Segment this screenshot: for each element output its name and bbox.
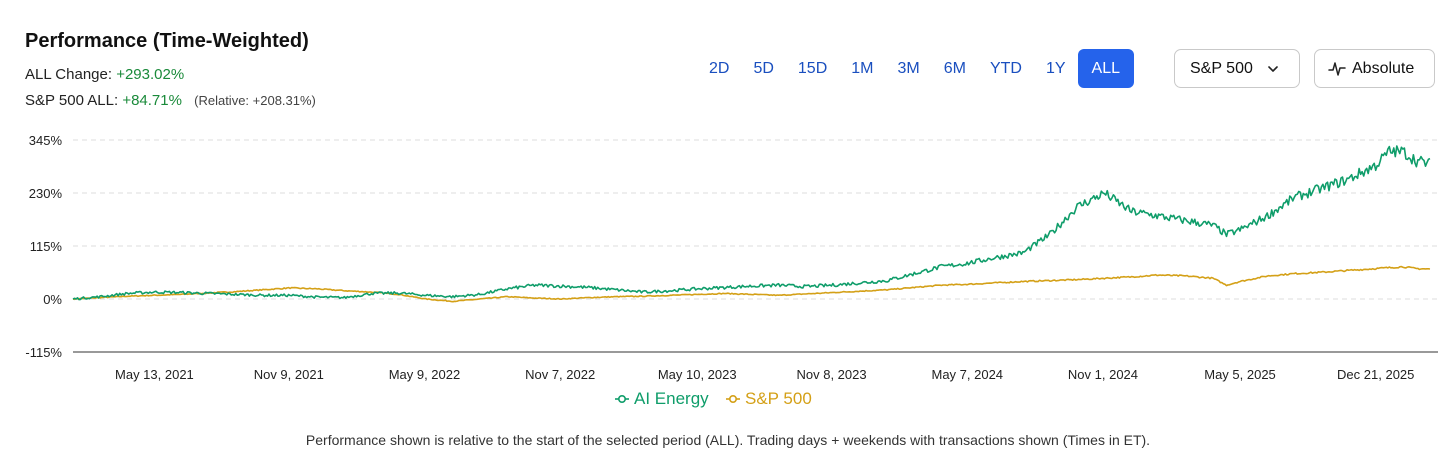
benchmark-dropdown[interactable]: S&P 500 <box>1174 49 1300 88</box>
x-tick-label: Nov 9, 2021 <box>254 367 324 382</box>
period-1y-button[interactable]: 1Y <box>1045 60 1066 77</box>
legend-ai-energy-marker <box>617 394 626 403</box>
x-tick-label: May 10, 2023 <box>658 367 737 382</box>
period-1m-button[interactable]: 1M <box>851 60 874 77</box>
legend-ai-energy-label: AI Energy <box>634 389 709 408</box>
y-tick-label: 230% <box>29 186 63 201</box>
series-line-ai-energy <box>72 145 1431 301</box>
x-tick-label: May 9, 2022 <box>389 367 461 382</box>
y-tick-label: 345% <box>29 133 63 148</box>
y-tick-label: 0% <box>43 292 62 307</box>
legend-sp500-label: S&P 500 <box>745 389 812 408</box>
x-tick-label: May 5, 2025 <box>1204 367 1276 382</box>
benchmark-dropdown-label: S&P 500 <box>1190 59 1253 77</box>
period-selector: 2D 5D 15D 1M 3M 6M YTD 1Y ALL <box>697 49 1135 88</box>
relative-change: (Relative: +208.31%) <box>194 93 316 108</box>
x-tick-label: May 7, 2024 <box>931 367 1003 382</box>
absolute-mode-label: Absolute <box>1352 59 1415 77</box>
chevron-down-icon <box>1268 65 1278 72</box>
x-tick-label: Dec 21, 2025 <box>1337 367 1414 382</box>
x-tick-label: May 13, 2021 <box>115 367 194 382</box>
benchmark-stat: S&P 500 ALL: +84.71% (Relative: +208.31%… <box>25 92 316 109</box>
legend-sp500-marker <box>728 394 737 403</box>
x-tick-label: Nov 7, 2022 <box>525 367 595 382</box>
period-6m-button[interactable]: 6M <box>943 60 966 77</box>
benchmark-change-value: +84.71% <box>122 92 182 109</box>
series-line-sp500 <box>72 265 1431 303</box>
page-title: Performance (Time-Weighted) <box>25 30 309 52</box>
x-tick-label: Nov 8, 2023 <box>797 367 867 382</box>
all-change-stat: ALL Change: +293.02% <box>25 66 184 83</box>
y-tick-label: -115% <box>25 345 62 360</box>
absolute-mode-button[interactable]: Absolute <box>1314 49 1435 88</box>
period-3m-button[interactable]: 3M <box>897 60 920 77</box>
footnote: Performance shown is relative to the sta… <box>305 432 1151 448</box>
y-tick-label: 115% <box>30 239 63 254</box>
activity-icon <box>1328 61 1346 76</box>
benchmark-change-label: S&P 500 ALL: <box>25 92 119 109</box>
period-15d-button[interactable]: 15D <box>797 60 828 77</box>
x-tick-label: Nov 1, 2024 <box>1068 367 1138 382</box>
period-5d-button[interactable]: 5D <box>753 60 774 77</box>
all-change-value: +293.02% <box>116 66 185 83</box>
performance-chart: -115% 0% 115% 230% 345% May 13, 2021 Nov 9, 20… <box>25 133 1438 408</box>
period-2d-button[interactable]: 2D <box>709 60 730 77</box>
all-change-label: ALL Change: <box>25 66 113 83</box>
period-all-button[interactable]: ALL <box>1077 49 1135 88</box>
period-ytd-button[interactable]: YTD <box>989 60 1022 77</box>
